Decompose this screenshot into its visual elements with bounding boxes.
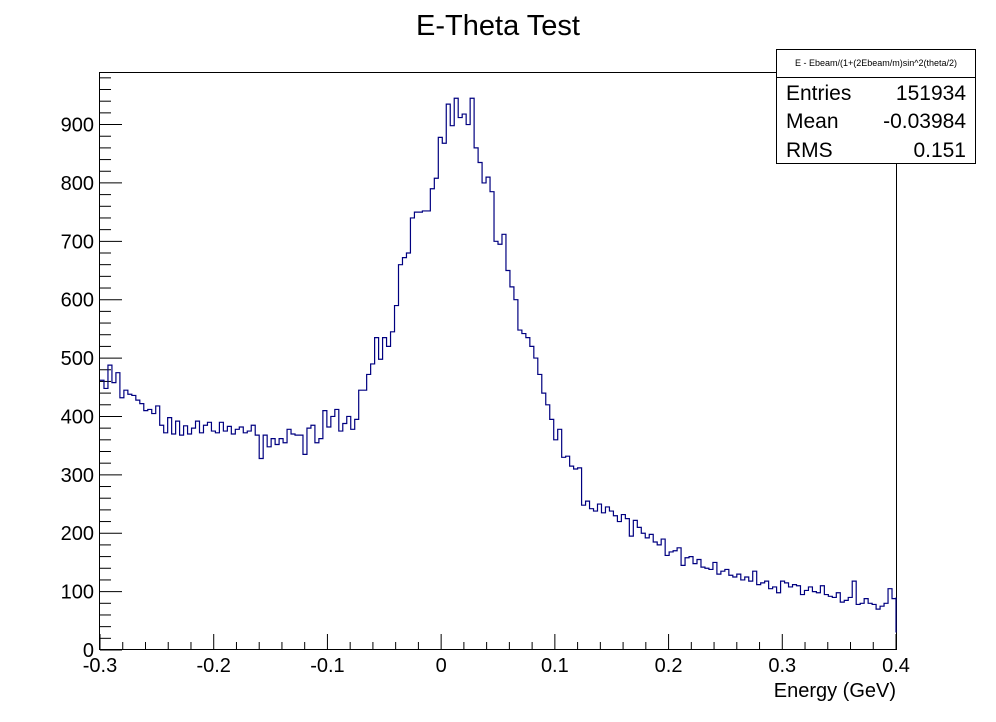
y-tick-label: 800 (61, 173, 94, 195)
y-tick-label: 600 (61, 290, 94, 312)
y-tick-label: 300 (61, 465, 94, 487)
plot-frame (99, 72, 897, 650)
y-tick-label: 0 (83, 640, 94, 662)
x-tick-label: 0.3 (768, 655, 796, 677)
y-tick-label: 400 (61, 406, 94, 428)
x-tick-label: 0 (436, 655, 447, 677)
y-axis-ticks (100, 77, 122, 651)
stats-body-frame (776, 77, 976, 164)
x-tick-label: 0.2 (655, 655, 683, 677)
x-axis-ticks (99, 634, 897, 650)
stats-header-frame (776, 49, 976, 78)
x-tick-label: -0.2 (196, 655, 230, 677)
y-axis-tick-labels: 0 100 200 300 400 500 600 700 800 900 (61, 115, 94, 662)
y-tick-label: 100 (61, 582, 94, 604)
x-axis-tick-labels: -0.3 -0.2 -0.1 0 0.1 0.2 0.3 0.4 (83, 655, 910, 677)
stats-entries-value: 151934 (896, 82, 966, 105)
x-tick-label: -0.1 (310, 655, 344, 677)
y-tick-label: 500 (61, 348, 94, 370)
stats-rms-value: 0.151 (913, 139, 966, 162)
stats-box: E - Ebeam/(1+(2Ebeam/m)sin^2(theta/2) En… (776, 49, 976, 164)
histogram-series-line (100, 97, 897, 633)
stats-mean-value: -0.03984 (883, 110, 966, 133)
stats-entries-label: Entries (786, 82, 851, 105)
stats-mean-label: Mean (786, 110, 839, 133)
y-tick-label: 200 (61, 523, 94, 545)
y-tick-label: 900 (61, 115, 94, 137)
x-axis-title: Energy (GeV) (774, 680, 896, 702)
x-tick-label: 0.4 (882, 655, 910, 677)
y-tick-label: 700 (61, 231, 94, 253)
chart-title: E-Theta Test (416, 10, 580, 42)
stats-rms-label: RMS (786, 139, 833, 162)
x-tick-label: -0.3 (83, 655, 117, 677)
x-tick-label: 0.1 (541, 655, 569, 677)
stats-header: E - Ebeam/(1+(2Ebeam/m)sin^2(theta/2) (795, 58, 957, 68)
